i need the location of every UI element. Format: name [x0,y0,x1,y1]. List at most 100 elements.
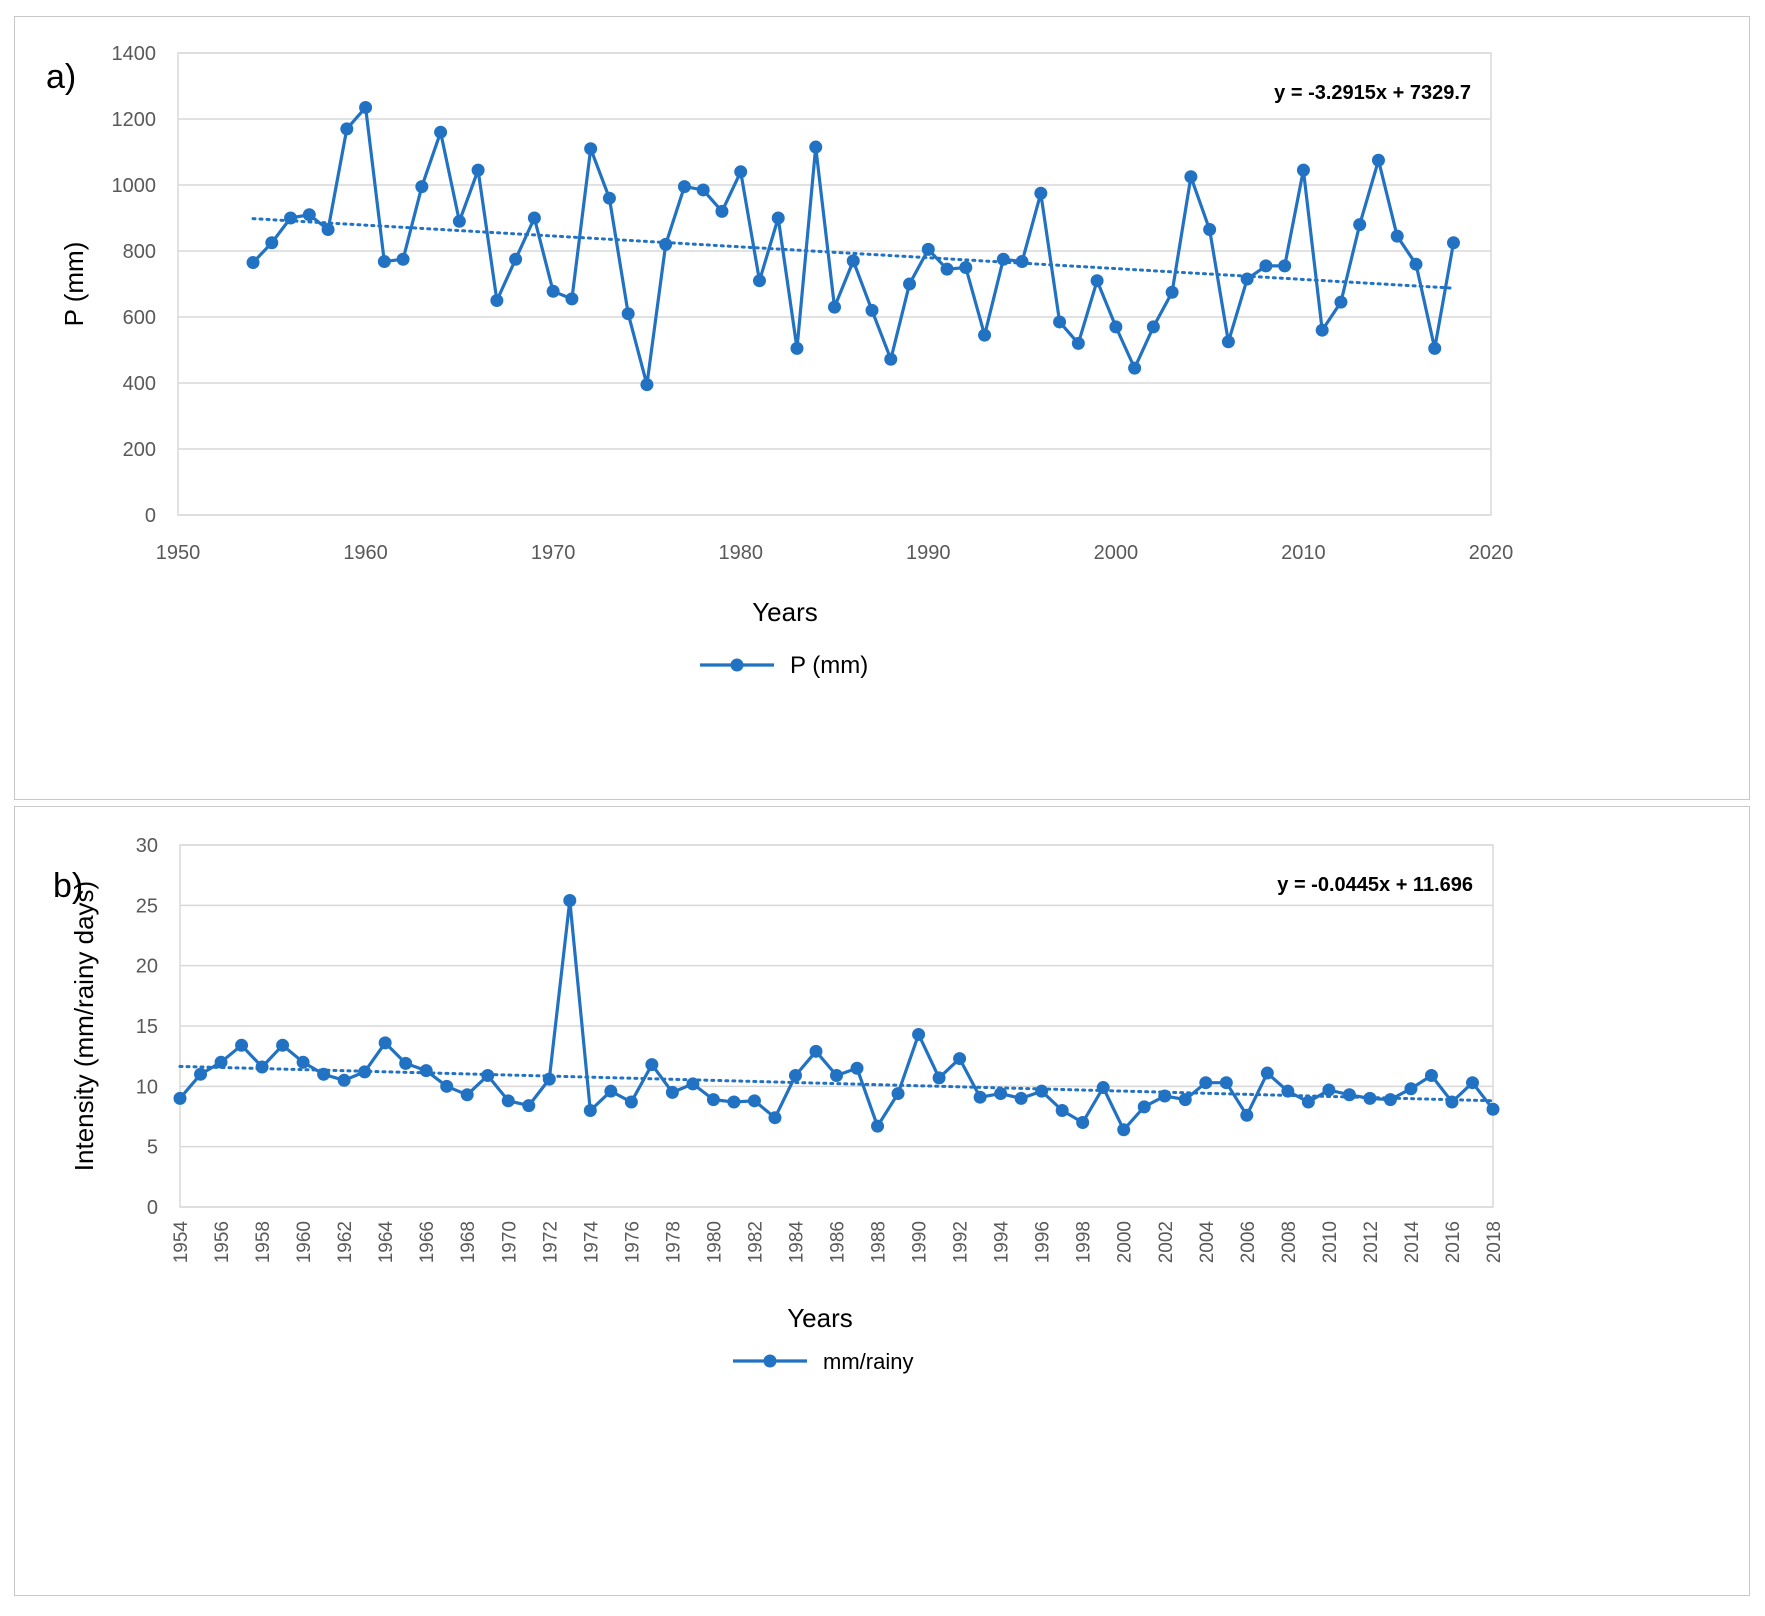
y-tick-label: 20 [136,956,158,978]
data-point [1146,320,1160,334]
x-tick-label: 1964 [376,1221,397,1264]
data-point [1465,1076,1479,1090]
data-point [173,1091,187,1105]
x-tick-label: 1972 [540,1221,561,1263]
x-tick-label: 1976 [622,1221,643,1263]
y-axis-title: P (mm) [59,242,89,327]
panel-label: a) [46,58,76,96]
data-point [194,1067,208,1081]
data-point [378,1036,392,1050]
y-tick-label: 200 [123,439,156,461]
data-point [265,236,279,250]
data-point [768,1111,782,1125]
data-point [1486,1102,1500,1116]
data-point [1035,1084,1049,1098]
y-tick-label: 25 [136,895,158,917]
x-tick-label: 1998 [1074,1221,1095,1263]
data-point [903,277,917,291]
data-point [399,1056,413,1070]
x-tick-label: 2006 [1238,1221,1259,1263]
data-point [1281,1084,1295,1098]
x-tick-label: 1970 [531,542,576,564]
data-point [1409,257,1423,271]
data-point [1109,320,1123,334]
x-tick-label: 1950 [156,542,201,564]
y-tick-label: 800 [123,241,156,263]
data-point [1240,1108,1254,1122]
data-point [1199,1076,1213,1090]
x-tick-label: 1970 [499,1221,520,1263]
data-point [460,1088,474,1102]
series-line [178,898,1495,1132]
data-point [396,252,410,266]
data-point [640,378,654,392]
x-tick-label: 1990 [910,1221,931,1263]
y-tick-label: 400 [123,373,156,395]
x-tick-label: 1966 [417,1221,438,1263]
trendline [251,217,1455,290]
data-point [359,100,373,114]
data-point [978,328,992,342]
data-point [604,1084,618,1098]
data-point [1278,259,1292,273]
x-tick-label: 1980 [718,542,763,564]
x-tick-label: 2010 [1320,1221,1341,1263]
data-point [1034,186,1048,200]
legend-marker [730,658,744,672]
data-point [1015,255,1029,269]
data-point [871,1119,885,1133]
data-point [940,262,954,276]
data-point [415,180,429,194]
data-point [752,274,766,288]
data-point [1342,1088,1356,1102]
x-tick-label: 1962 [335,1221,356,1263]
data-point [734,165,748,179]
data-point [1260,1066,1274,1080]
data-point [1128,361,1142,375]
x-tick-label: 2012 [1361,1221,1382,1263]
trendline-equation: y = -3.2915x + 7329.7 [1274,82,1471,104]
chart-panel-a: 0 200 400 600 800 1000 1200 1400 1950 1960 1970 198… [14,16,1750,800]
legend-label: mm/rainy [823,1349,913,1374]
data-point [358,1065,372,1079]
data-point [1240,272,1254,286]
x-tick-label: 2020 [1469,542,1514,564]
x-tick-label: 1958 [253,1221,274,1263]
data-point [1322,1083,1336,1097]
data-point [624,1095,638,1109]
data-point [1363,1091,1377,1105]
y-tick-label: 1400 [112,43,157,65]
series-line [251,105,1456,387]
data-point [452,214,466,228]
data-point [501,1094,515,1108]
data-point [809,140,823,154]
legend-marker [763,1354,777,1368]
x-tick-label: 1960 [343,542,388,564]
data-point [809,1044,823,1058]
data-point [715,204,729,218]
x-tick-label: 1954 [171,1221,192,1264]
precipitation-chart: 0 200 400 600 800 1000 1200 1400 1950 1960 1970 198… [46,43,1514,679]
plot-area [177,52,1492,516]
data-point [255,1060,269,1074]
x-tick-label: 1984 [786,1221,807,1264]
data-point [1219,1076,1233,1090]
data-point [377,255,391,269]
y-tick-label: 600 [123,307,156,329]
data-point [959,261,973,274]
data-point [1178,1093,1192,1107]
data-point [659,237,673,251]
data-point [1071,336,1085,350]
x-tick-label: 2000 [1115,1221,1136,1263]
data-point [891,1087,905,1101]
data-point [1334,295,1348,309]
x-axis-title: Years [787,1303,853,1333]
data-point [1014,1091,1028,1105]
data-point [665,1085,679,1099]
data-point [645,1058,659,1072]
data-point [434,125,448,139]
data-point [1090,274,1104,288]
x-tick-label: 1974 [581,1221,602,1264]
data-point [1055,1103,1069,1117]
data-point [788,1068,802,1082]
